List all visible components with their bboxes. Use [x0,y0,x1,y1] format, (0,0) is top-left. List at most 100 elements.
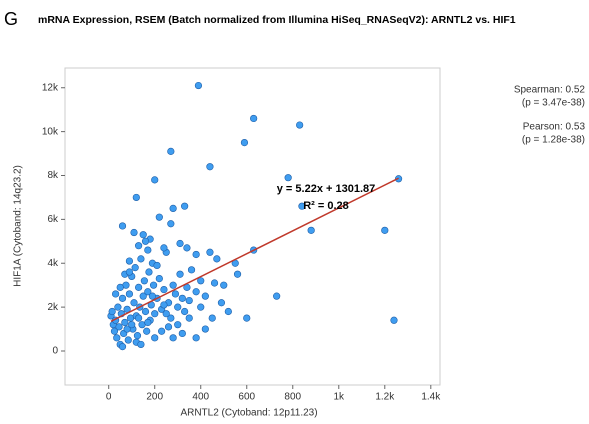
point [169,334,177,342]
point [137,255,145,263]
point [169,204,177,213]
point [155,275,163,283]
point [131,264,139,272]
point [110,327,119,335]
point [181,202,189,210]
point [213,255,221,263]
point [123,325,131,333]
point [201,325,209,333]
stat-label: (p = 1.28e-38) [522,135,585,146]
x-tick-label: 1.2k [375,392,395,403]
point [185,296,193,305]
point [224,307,232,316]
stat-label: Spearman: 0.52 [514,85,586,96]
point [143,327,151,335]
point [115,323,123,331]
point [210,279,219,287]
point [181,307,189,316]
point [176,239,184,248]
point [158,327,166,335]
plot-frame [64,67,441,386]
y-tick-label: 2k [47,302,59,313]
point [151,334,159,342]
stat-label: (p = 3.47e-38) [522,98,585,109]
point [233,270,242,278]
y-tick-label: 0 [52,346,58,357]
point [135,314,143,322]
point [284,174,292,182]
point [140,277,148,285]
point [250,114,258,123]
point [151,176,159,184]
regression-equation: y = 5.22x + 1301.87 [277,183,375,195]
x-tick-label: 800 [284,392,301,403]
point [176,270,184,278]
x-axis-label: ARNTL2 (Cytoband: 12p11.23) [180,408,317,419]
point [240,138,249,147]
point [144,288,152,296]
point [206,163,214,171]
regression-line [110,177,399,322]
point [139,292,147,300]
x-tick-label: 1.4k [421,392,441,403]
point [160,301,168,309]
point [201,292,209,300]
point [220,281,228,289]
point [162,310,170,318]
point [135,283,143,291]
point [128,321,136,329]
point [130,299,138,307]
point [167,147,175,155]
point [141,307,150,316]
point [155,213,163,221]
point [192,250,200,259]
point [148,292,157,300]
point [145,268,153,276]
point [151,310,159,318]
point [118,294,127,302]
y-tick-label: 10k [42,126,59,137]
point [144,318,152,327]
point [160,244,168,252]
point [144,246,152,254]
y-tick-label: 6k [47,214,59,225]
point [130,228,138,237]
point [381,226,389,234]
point [124,336,132,344]
point [133,332,142,340]
point [174,321,182,329]
point [183,244,191,252]
point [139,231,147,239]
point [132,193,140,202]
point [112,290,120,298]
point [108,307,116,316]
point [125,257,134,265]
point [116,283,124,291]
point [137,340,145,349]
point [298,202,306,210]
r-squared: R² = 0.28 [303,200,349,212]
point [153,261,161,270]
point [125,290,134,298]
y-tick-label: 8k [47,170,59,181]
point [118,343,127,351]
point [118,222,127,230]
point [390,316,398,324]
x-tick-label: 600 [238,392,255,403]
point [243,314,251,322]
point [208,314,216,322]
point [194,81,203,90]
chart-title: mRNA Expression, RSEM (Batch normalized … [38,14,516,26]
point [167,220,175,228]
point [206,248,214,256]
point [178,329,186,338]
point [113,334,121,342]
point [135,242,143,250]
point [217,299,226,307]
point [160,285,168,294]
point [164,323,173,331]
point [197,277,205,285]
point [171,290,180,298]
x-tick-label: 200 [146,392,163,403]
x-tick-label: 1k [333,392,345,403]
